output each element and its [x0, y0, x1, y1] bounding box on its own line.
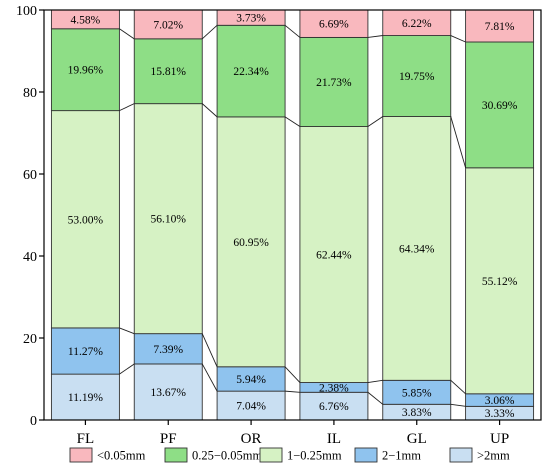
y-tick-label: 60: [23, 168, 37, 183]
y-tick-label: 40: [23, 250, 37, 265]
bar-segment-pf-lt-0-05mm: [133, 9, 203, 40]
legend-label: >2mm: [477, 449, 510, 463]
connector-line: [201, 333, 218, 367]
legend: <0.05mm 0.25−0.05mm 1−0.25mm 2−1mm >2mm: [69, 447, 510, 463]
bar-segment-pf-2-1mm: [133, 333, 203, 365]
connector-line: [284, 366, 301, 383]
data-label: 6.76%: [319, 401, 349, 413]
legend-swatch-gt-2mm: [449, 447, 473, 463]
legend-swatch-lt-0-05mm: [69, 447, 93, 463]
connector-line: [367, 35, 383, 38]
data-label: 60.95%: [233, 237, 269, 249]
connector-line: [450, 35, 466, 43]
data-label: 5.85%: [402, 387, 432, 399]
data-label: 53.00%: [68, 214, 104, 226]
y-tick-label: 100: [16, 4, 37, 19]
connector-line: [450, 379, 466, 395]
bar-segment-up-lt-0-05mm: [465, 9, 535, 43]
connector-line: [284, 24, 301, 38]
connector-line: [450, 403, 466, 407]
data-label: 19.96%: [68, 65, 104, 77]
connector-line: [119, 327, 135, 335]
connector-line: [367, 379, 383, 383]
legend-swatch-0-25-0-05mm: [164, 447, 188, 463]
data-label: 19.75%: [399, 71, 435, 83]
axes: 0 20 40 60 80 100 FL PF OR IL GL UP: [16, 4, 542, 447]
connector-line: [201, 24, 218, 40]
data-label: 7.39%: [153, 344, 183, 356]
data-label: 7.02%: [153, 19, 183, 31]
connector-line: [119, 103, 135, 112]
connector-line: [201, 363, 218, 392]
legend-label: 1−0.25mm: [287, 449, 342, 463]
data-label: 2.38%: [319, 382, 349, 394]
data-label: 3.73%: [236, 13, 266, 25]
y-tick-label: 20: [23, 332, 37, 347]
legend-label: <0.05mm: [97, 449, 146, 463]
data-label: 4.58%: [71, 14, 101, 26]
data-label: 11.27%: [68, 346, 103, 358]
data-label: 11.19%: [68, 392, 103, 404]
y-tick-label: 80: [23, 86, 37, 101]
bar-segment-or-2-1mm: [216, 366, 286, 392]
legend-swatch-1-0-25mm: [259, 447, 283, 463]
bar-segment-il-0-25-0-05mm: [299, 36, 369, 127]
y-tick-label: 0: [30, 414, 37, 429]
data-label: 5.94%: [236, 374, 266, 386]
data-label: 3.83%: [402, 407, 432, 419]
data-label: 64.34%: [399, 243, 435, 255]
bar-area: 11.19% 11.27% 53.00% 19.96% 4.58% 13.67% 7.39%…: [50, 9, 535, 421]
legend-swatch-2-1mm: [354, 447, 378, 463]
x-tick-label: IL: [327, 431, 341, 447]
bar-segment-il-gt-2mm: [299, 391, 369, 421]
x-tick-label: OR: [241, 431, 262, 447]
bar-segment-gl-1-0-25mm: [382, 116, 452, 381]
bar-segment-up-0-25-0-05mm: [465, 41, 535, 169]
x-tick-label: GL: [407, 431, 427, 447]
connector-line: [367, 116, 384, 127]
legend-label: 2−1mm: [382, 449, 421, 463]
data-label: 22.34%: [233, 66, 269, 78]
bar-segment-up-1-0-25mm: [465, 167, 535, 395]
bar-segment-gl-0-25-0-05mm: [382, 35, 452, 117]
data-label: 13.67%: [151, 387, 187, 399]
data-label: 15.81%: [151, 66, 187, 78]
x-tick-label: UP: [490, 431, 509, 447]
data-label: 6.22%: [402, 18, 432, 30]
connector-line: [119, 28, 135, 40]
data-label: 3.33%: [485, 408, 515, 420]
data-label: 7.81%: [485, 21, 515, 33]
bar-segment-fl-0-25-0-05mm: [50, 28, 120, 112]
data-label: 7.04%: [236, 401, 266, 413]
data-label: 6.69%: [319, 19, 349, 31]
bar-segment-il-lt-0-05mm: [299, 9, 369, 38]
x-tick-label: FL: [77, 431, 95, 447]
data-label: 56.10%: [151, 214, 187, 226]
bar-segment-fl-gt-2mm: [50, 373, 120, 421]
bar-segment-pf-1-0-25mm: [133, 103, 203, 335]
plot-frame: [43, 9, 542, 421]
connector-line: [450, 116, 467, 168]
x-tick-label: PF: [160, 431, 177, 447]
bar-segment-gl-lt-0-05mm: [382, 9, 452, 36]
connector-line: [119, 363, 135, 375]
data-label: 3.06%: [485, 395, 515, 407]
connector-line: [367, 391, 384, 405]
connector-line: [201, 103, 218, 118]
data-label: 21.73%: [316, 77, 352, 89]
bar-segment-pf-0-25-0-05mm: [133, 38, 203, 105]
bar-segment-il-1-0-25mm: [299, 126, 369, 383]
legend-label: 0.25−0.05mm: [192, 449, 263, 463]
bar-segment-fl-2-1mm: [50, 327, 120, 375]
connector-line: [285, 390, 300, 393]
connector-line: [284, 116, 301, 127]
bar-segment-or-1-0-25mm: [216, 116, 286, 368]
data-label: 55.12%: [482, 276, 518, 288]
data-label: 30.69%: [482, 100, 518, 112]
data-label: 62.44%: [316, 250, 352, 262]
bar-segment-or-0-25-0-05mm: [216, 24, 286, 118]
